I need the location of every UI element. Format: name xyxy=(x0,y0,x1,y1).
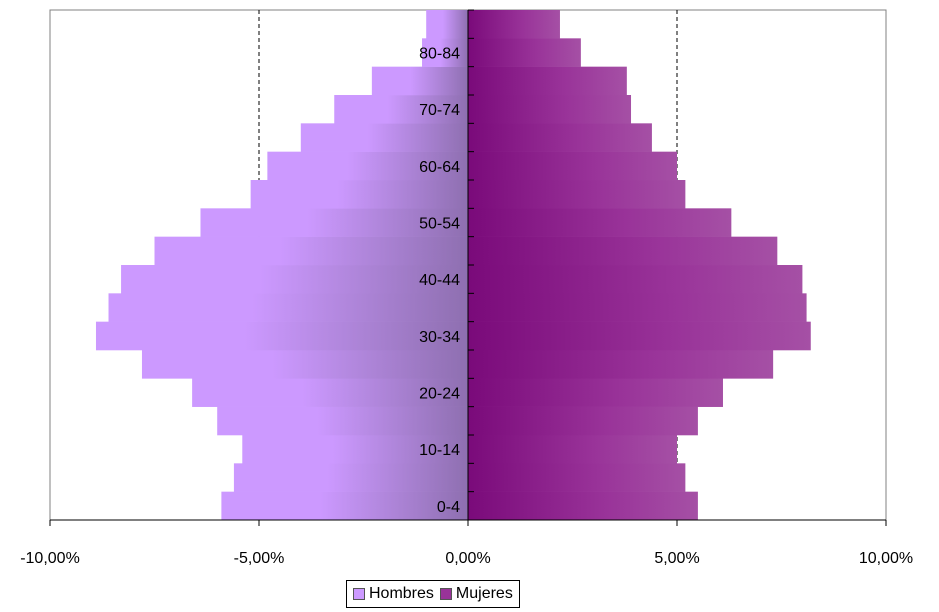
bar-mujeres-40-44 xyxy=(468,265,803,294)
bar-mujeres-0-4 xyxy=(468,491,698,521)
bar-mujeres-65-69 xyxy=(468,123,652,152)
bar-hombres-10-14 xyxy=(242,435,468,464)
x-tick-label-4: 10,00% xyxy=(859,550,913,567)
bar-mujeres-35-39 xyxy=(468,293,807,322)
bar-hombres-40-44 xyxy=(121,265,468,294)
x-tick-label-1: -5,00% xyxy=(234,550,285,567)
bar-hombres-65-69 xyxy=(300,123,468,152)
legend-item-hombres: Hombres xyxy=(353,585,434,603)
bar-hombres-75-79 xyxy=(371,66,468,96)
bar-mujeres-30-34 xyxy=(468,321,811,351)
category-label-80-84: 80-84 xyxy=(419,46,460,63)
x-tick-label-2: 0,00% xyxy=(445,550,490,567)
legend-item-mujeres: Mujeres xyxy=(439,585,513,603)
x-tick-label-3: 5,00% xyxy=(654,550,699,567)
axes-group xyxy=(49,9,887,526)
bar-mujeres-75-79 xyxy=(468,66,627,96)
category-labels: 0-4 10-14 20-24 30-34 40-44 50-54 60-64 70-74 80… xyxy=(419,46,460,516)
bar-mujeres-10-14 xyxy=(468,435,677,464)
bar-hombres-0-4 xyxy=(221,491,468,521)
legend-label-hombres: Hombres xyxy=(369,585,434,602)
category-label-60-64: 60-64 xyxy=(419,159,460,176)
bar-hombres-80-84 xyxy=(422,38,468,67)
bar-hombres-15-19 xyxy=(217,406,468,436)
bar-hombres-55-59 xyxy=(250,180,468,209)
legend-label-mujeres: Mujeres xyxy=(455,585,513,602)
bar-hombres-30-34 xyxy=(95,321,468,351)
category-label-40-44: 40-44 xyxy=(419,272,460,289)
category-label-70-74: 70-74 xyxy=(419,102,460,119)
bar-mujeres-55-59 xyxy=(468,180,686,209)
bar-mujeres-45-49 xyxy=(468,236,778,266)
bar-mujeres-70-74 xyxy=(468,95,632,124)
category-label-10-14: 10-14 xyxy=(419,442,460,459)
x-tick-labels: -10,00% -5,00% 0,00% 5,00% 10,00% xyxy=(20,550,913,567)
legend-swatch-mujeres xyxy=(439,588,452,600)
legend-swatch-hombres xyxy=(353,588,365,600)
bar-hombres-70-74 xyxy=(334,95,468,124)
bar-mujeres-85+ xyxy=(468,10,560,39)
bar-mujeres-5-9 xyxy=(468,463,686,492)
category-label-0-4: 0-4 xyxy=(437,499,460,516)
bar-mujeres-20-24 xyxy=(468,378,723,407)
category-label-20-24: 20-24 xyxy=(419,386,460,403)
bar-hombres-20-24 xyxy=(192,378,468,407)
bar-hombres-5-9 xyxy=(233,463,468,492)
bar-hombres-60-64 xyxy=(267,151,468,181)
x-tick-label-0: -10,00% xyxy=(20,550,80,567)
bar-hombres-35-39 xyxy=(108,293,469,322)
bar-hombres-45-49 xyxy=(154,236,468,266)
bar-mujeres-25-29 xyxy=(468,350,774,379)
bar-mujeres-15-19 xyxy=(468,406,698,436)
bar-mujeres-80-84 xyxy=(468,38,581,67)
bar-mujeres-50-54 xyxy=(468,208,732,237)
category-label-50-54: 50-54 xyxy=(419,216,460,233)
bars-group xyxy=(95,10,811,521)
bar-mujeres-60-64 xyxy=(468,151,677,181)
bar-hombres-50-54 xyxy=(200,208,469,237)
bar-hombres-25-29 xyxy=(141,350,468,379)
bar-hombres-85+ xyxy=(426,10,468,39)
category-label-30-34: 30-34 xyxy=(419,329,460,346)
legend: Hombres Mujeres xyxy=(346,580,520,608)
